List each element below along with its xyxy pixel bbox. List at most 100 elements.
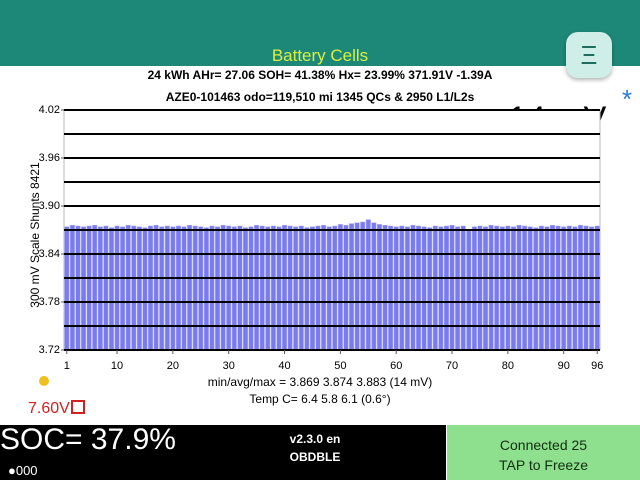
battery-icon [71,400,85,414]
bar [164,225,170,351]
bar [209,225,215,351]
bar [589,226,595,351]
bar [220,224,226,351]
bar [187,224,193,351]
bar [282,224,288,351]
bar [86,225,92,351]
footer-left [0,425,446,480]
bar [69,224,75,351]
bar [388,225,394,351]
bar [309,226,315,351]
x-tick-label: 80 [502,360,514,372]
bar [499,226,505,351]
bar [304,227,310,351]
bar [483,226,489,351]
bar [399,225,405,351]
bar [477,225,483,351]
x-tick-label: 40 [278,360,290,372]
bar [114,225,120,351]
bar [265,226,271,351]
header-bar [0,0,640,66]
y-axis-label: 300 mV Scale Shunts 8421 [28,162,42,308]
bar [276,226,282,351]
bar [108,227,114,351]
bar [237,225,243,351]
bulb-icon [39,376,49,386]
bar [81,226,87,351]
bar [533,227,539,351]
bar [170,226,176,351]
bar [159,226,165,351]
bar [248,226,254,351]
bar [438,226,444,351]
bar [92,224,98,351]
bar [544,226,550,351]
x-tick-label: 20 [167,360,179,372]
bar [136,226,142,351]
bar [410,224,416,351]
bar [321,224,327,351]
bar [471,226,477,351]
info-line: 24 kWh AHr= 27.06 SOH= 41.38% Hx= 23.99%… [147,68,493,82]
bar [527,226,533,351]
status-dots: ●000 [8,463,38,478]
bar [148,225,154,351]
stats-line: min/avg/max = 3.869 3.874 3.883 (14 mV) [208,375,432,389]
bar [315,225,321,351]
bar [443,225,449,351]
bar [516,224,522,351]
bar [522,225,528,351]
x-tick-label: 1 [64,360,70,372]
bar [343,224,349,351]
bar [203,227,209,351]
x-tick-label: 96 [591,360,603,372]
bar [555,225,561,351]
soc-label: SOC= 37.9% [0,423,176,456]
x-tick-label: 60 [390,360,402,372]
bar [231,226,237,351]
settings-star[interactable]: * [622,84,633,114]
bar [175,225,181,351]
bar [153,224,159,351]
freeze-label[interactable]: TAP to Freeze [499,457,588,473]
bar [371,222,377,351]
x-tick-label: 10 [111,360,123,372]
bar [349,223,355,351]
bar [404,226,410,351]
bar [181,226,187,351]
temps-line: Temp C= 6.4 5.8 6.1 (0.6°) [249,392,390,406]
freeze-button[interactable] [447,425,640,480]
bar [226,225,232,351]
bar [270,225,276,351]
bar [455,226,461,351]
bar [466,230,472,351]
x-tick-label: 50 [334,360,346,372]
version-label: v2.3.0 en [289,432,341,446]
bar [354,222,360,351]
x-tick-label: 70 [446,360,458,372]
y-tick-label: 3.72 [39,344,60,356]
bar [103,225,109,351]
bar [488,224,494,351]
bar [365,219,371,351]
bar [382,224,388,351]
y-tick-label: 3.78 [39,296,60,308]
bar [494,225,500,351]
cell-chart[interactable]: 300 mV Scale Shunts 8421 min/avg/max = 3… [0,0,640,420]
bar [427,227,433,351]
y-tick-label: 4.02 [39,104,60,116]
bar [449,224,455,351]
bar [505,225,511,351]
bar [550,224,556,351]
bar [416,225,422,351]
bar [577,224,583,351]
bar [198,226,204,351]
menu-button[interactable]: Ξ [566,32,612,78]
bar [142,227,148,351]
bar [192,225,198,351]
bar [538,225,544,351]
bar [583,225,589,351]
bar [432,225,438,351]
bar [326,226,332,351]
